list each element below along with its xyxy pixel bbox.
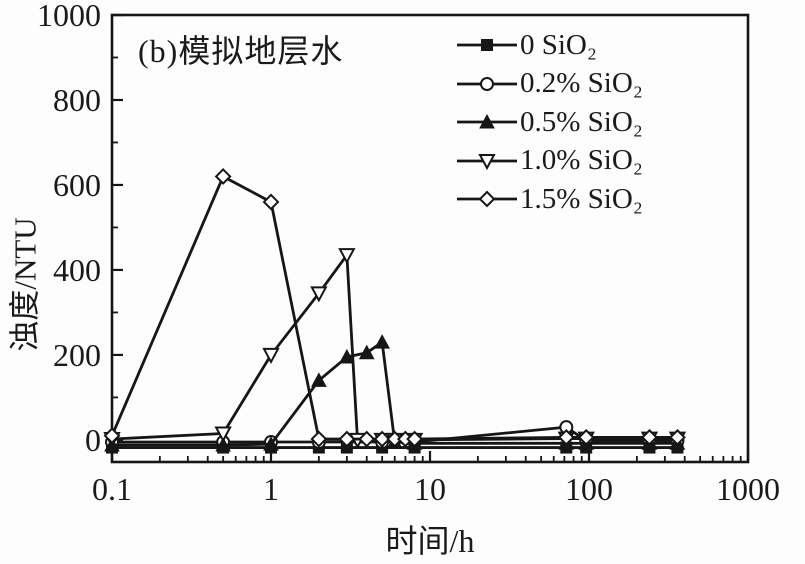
marker-diamond [338,430,356,448]
marker-diamond [358,430,376,448]
marker-triangle-down [338,248,356,265]
marker-circle [480,76,494,91]
marker-triangle-up [263,436,279,451]
marker-square [481,39,493,52]
legend-item-0: 0 SiO₂ [456,26,643,65]
legend-marker-square-filled [457,39,517,52]
legend-marker-diamond-open [457,190,517,208]
series-line-3 [111,253,678,442]
y-tick-label: 200 [53,337,101,373]
legend-marker-triangle-up-filled [457,114,517,129]
y-tick-label: 400 [53,252,101,288]
plot-frame [110,13,750,464]
x-tick-label: 0.1 [92,471,132,507]
x-axis-label: 时间/h [385,523,475,559]
legend: 0 SiO₂ 0.2% SiO₂ 0.5% SiO₂ 1.0% SiO₂ 1.5% Si… [456,26,643,219]
y-axis-label: 浊度/NTU [7,217,43,352]
legend-item-2: 0.5% SiO₂ [456,103,643,142]
y-tick-label: 1000 [37,0,101,33]
y-tick-label: 0 [85,422,101,458]
x-tick-label: 1 [263,471,279,507]
marker-triangle-up [215,436,231,452]
legend-item-3: 1.0% SiO₂ [456,142,643,181]
legend-item-1: 0.2% SiO₂ [456,65,643,104]
plot-subtitle: (b)模拟地层水 [138,33,344,69]
y-tick-label: 600 [53,167,101,203]
legend-item-label: 1.0% SiO₂ [520,144,643,177]
marker-triangle-down [214,426,232,443]
marker-triangle-up [374,334,390,349]
x-tick-label: 1000 [716,471,780,507]
marker-diamond [669,428,686,446]
marker-triangle-up [311,372,327,387]
legend-item-label: 0 SiO₂ [520,28,597,61]
marker-triangle-up [358,344,375,360]
x-tick-label: 10 [414,471,446,507]
marker-triangle-down [262,347,280,365]
marker-diamond [641,428,658,446]
marker-triangle-down [478,153,496,170]
marker-diamond [214,168,232,185]
marker-diamond [577,428,595,446]
series-line-2 [112,340,678,447]
marker-diamond [373,430,391,448]
y-tick-label: 800 [53,82,101,118]
marker-diamond [406,430,424,448]
legend-marker-triangle-down-open [457,153,517,170]
marker-diamond [310,430,328,448]
legend-item-4: 1.5% SiO₂ [456,180,643,219]
legend-item-label: 0.5% SiO₂ [520,105,643,138]
legend-item-label: 0.2% SiO₂ [520,67,643,100]
marker-diamond [262,193,280,211]
marker-triangle-up [479,114,495,129]
legend-marker-circle-open [457,76,517,91]
marker-diamond [478,190,496,208]
x-tick-label: 100 [565,471,613,507]
marker-triangle-down [310,286,328,303]
marker-diamond [103,427,121,445]
marker-diamond [557,428,575,446]
legend-item-label: 1.5% SiO₂ [520,182,643,215]
marker-triangle-up [339,348,355,364]
